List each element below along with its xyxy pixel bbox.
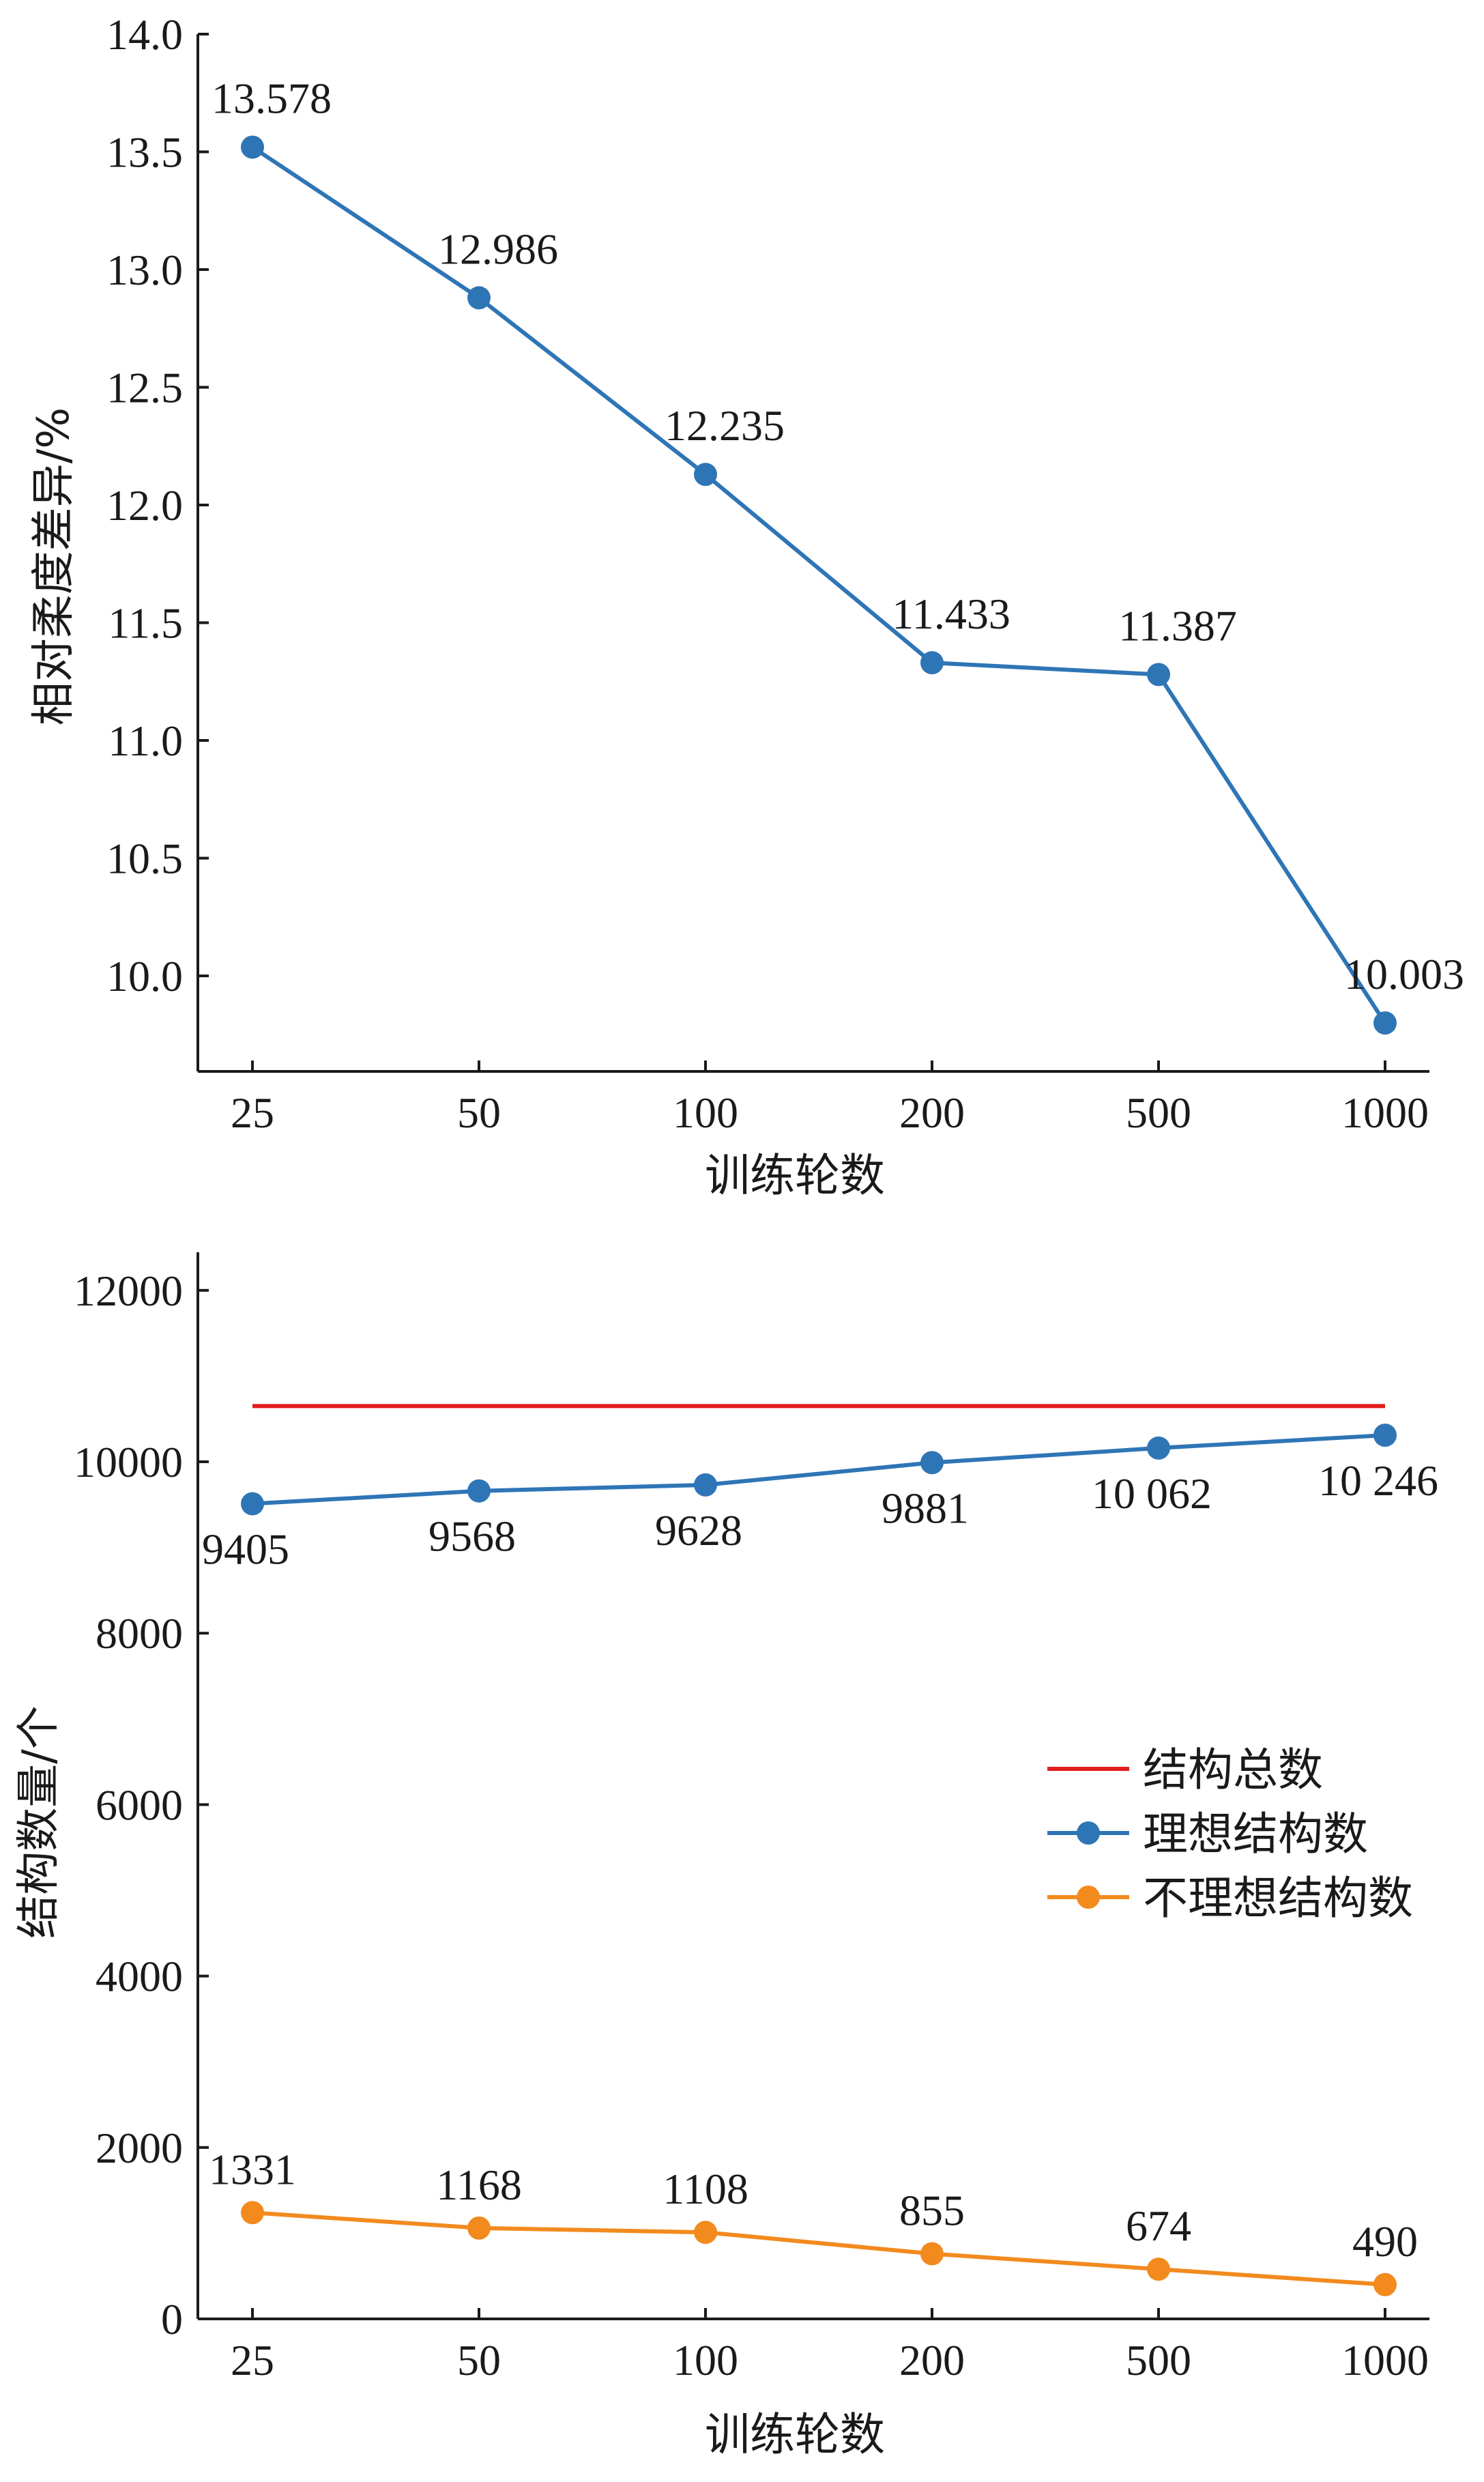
ideal-series-line: [252, 1433, 1386, 1506]
top-data-point: [1373, 1011, 1397, 1035]
top-data-label: 11.387: [1118, 601, 1237, 650]
top-x-tick-label: 1000: [1341, 1088, 1429, 1137]
top-y-tick-label: 10.5: [106, 835, 183, 883]
non-ideal-data-label: 1108: [663, 2165, 748, 2213]
bottom-y-tick-label: 0: [161, 2295, 183, 2343]
structure-count-chart: 0 2000 4000 6000 8000 10000 12000 25 50 100 200 50…: [14, 1252, 1438, 2461]
non-ideal-data-label: 674: [1126, 2202, 1191, 2250]
top-y-tick-label: 11.5: [108, 599, 183, 648]
top-data-point: [694, 463, 717, 487]
bottom-x-tick-label: 100: [673, 2336, 738, 2384]
top-data-label: 11.433: [892, 590, 1010, 638]
bottom-series: 9405 9568 9628 9881 10 062 10 246 1331 1168 1108…: [202, 1404, 1438, 2296]
non-ideal-data-label: 1168: [436, 2161, 522, 2209]
top-y-tick-label: 13.5: [106, 128, 183, 177]
bottom-y-tick-label: 12000: [74, 1267, 183, 1315]
non-ideal-data-label: 1331: [209, 2145, 296, 2193]
top-y-tick-label: 12.5: [106, 364, 183, 412]
bottom-y-tick-label: 2000: [96, 2124, 183, 2172]
top-y-tick-label: 10.0: [106, 952, 183, 1000]
non-ideal-data-label: 855: [899, 2187, 965, 2235]
bottom-x-tick-label: 1000: [1341, 2336, 1429, 2384]
non-ideal-data-point: [1147, 2257, 1170, 2281]
bottom-x-tick-label: 500: [1126, 2336, 1191, 2384]
top-x-tick-label: 100: [673, 1088, 738, 1137]
bottom-y-axis-label: 结构数量/个: [14, 1705, 64, 1939]
ideal-data-label: 10 246: [1318, 1456, 1438, 1505]
non-ideal-data-point: [1373, 2272, 1397, 2296]
top-data-label: 13.578: [212, 74, 332, 123]
legend-swatch-marker: [1077, 1886, 1100, 1909]
non-ideal-data-point: [467, 2216, 491, 2240]
top-x-tick-label: 25: [231, 1088, 274, 1137]
top-x-ticks: 25 50 100 200 500 1000: [231, 1060, 1429, 1137]
ideal-data-label: 9881: [882, 1484, 969, 1532]
top-y-tick-label: 13.0: [106, 246, 183, 294]
bottom-y-tick-label: 8000: [96, 1609, 183, 1658]
ideal-data-label: 9568: [428, 1512, 516, 1561]
top-x-tick-label: 200: [899, 1088, 965, 1137]
ideal-data-point: [920, 1451, 944, 1475]
top-y-tick-label: 11.0: [108, 717, 183, 765]
bottom-y-tick-label: 6000: [96, 1780, 183, 1829]
non-ideal-data-point: [241, 2201, 264, 2225]
relative-compliance-chart: 10.0 10.5 11.0 11.5 12.0 12.5 13.0 13.5 14.0 25 5…: [29, 10, 1464, 1202]
top-data-label: 10.003: [1344, 950, 1464, 998]
top-y-ticks: 10.0 10.5 11.0 11.5 12.0 12.5 13.0 13.5 14.0: [106, 10, 209, 1000]
top-data-point: [467, 286, 491, 310]
top-data-point: [241, 135, 264, 159]
ideal-data-point: [1373, 1424, 1397, 1447]
non-ideal-data-point: [920, 2242, 944, 2266]
bottom-x-tick-label: 200: [899, 2336, 965, 2384]
legend-swatch-marker: [1077, 1821, 1100, 1845]
ideal-data-point: [694, 1473, 717, 1497]
bottom-y-tick-label: 4000: [96, 1952, 183, 2001]
bottom-x-ticks: 25 50 100 200 500 1000: [231, 2308, 1429, 2384]
ideal-data-point: [467, 1479, 491, 1503]
top-data-point: [1147, 663, 1170, 687]
top-y-tick-label: 14.0: [106, 10, 183, 59]
legend-label: 不理想结构数: [1143, 1872, 1413, 1924]
top-data-point: [920, 651, 944, 675]
top-x-tick-label: 50: [457, 1088, 501, 1137]
top-y-tick-label: 12.0: [106, 481, 183, 530]
top-x-tick-label: 500: [1126, 1088, 1191, 1137]
bottom-x-axis-label: 训练轮数: [705, 2408, 885, 2461]
ideal-data-point: [241, 1492, 264, 1516]
bottom-x-tick-label: 50: [457, 2336, 501, 2384]
ideal-data-label: 9628: [655, 1506, 742, 1555]
bottom-x-tick-label: 25: [231, 2336, 274, 2384]
top-x-axis-label: 训练轮数: [705, 1149, 885, 1202]
top-data-label: 12.986: [438, 225, 558, 273]
top-data-label: 12.235: [665, 401, 785, 450]
top-series-line: [251, 145, 1387, 1024]
ideal-data-point: [1147, 1436, 1170, 1460]
ideal-data-label: 9405: [202, 1525, 289, 1574]
ideal-data-label: 10 062: [1092, 1469, 1212, 1518]
non-ideal-data-point: [694, 2221, 717, 2245]
bottom-y-tick-label: 10000: [74, 1438, 183, 1486]
top-y-axis-label: 相对柔度差异/%: [29, 407, 79, 725]
top-series: 13.578 12.986 12.235 11.433 11.387 10.003: [212, 74, 1464, 1035]
bottom-y-ticks: 0 2000 4000 6000 8000 10000 12000: [74, 1267, 209, 2343]
non-ideal-series-line: [252, 2210, 1386, 2287]
legend-label: 结构总数: [1143, 1744, 1323, 1796]
legend-label: 理想结构数: [1143, 1808, 1368, 1860]
non-ideal-data-label: 490: [1352, 2217, 1418, 2266]
